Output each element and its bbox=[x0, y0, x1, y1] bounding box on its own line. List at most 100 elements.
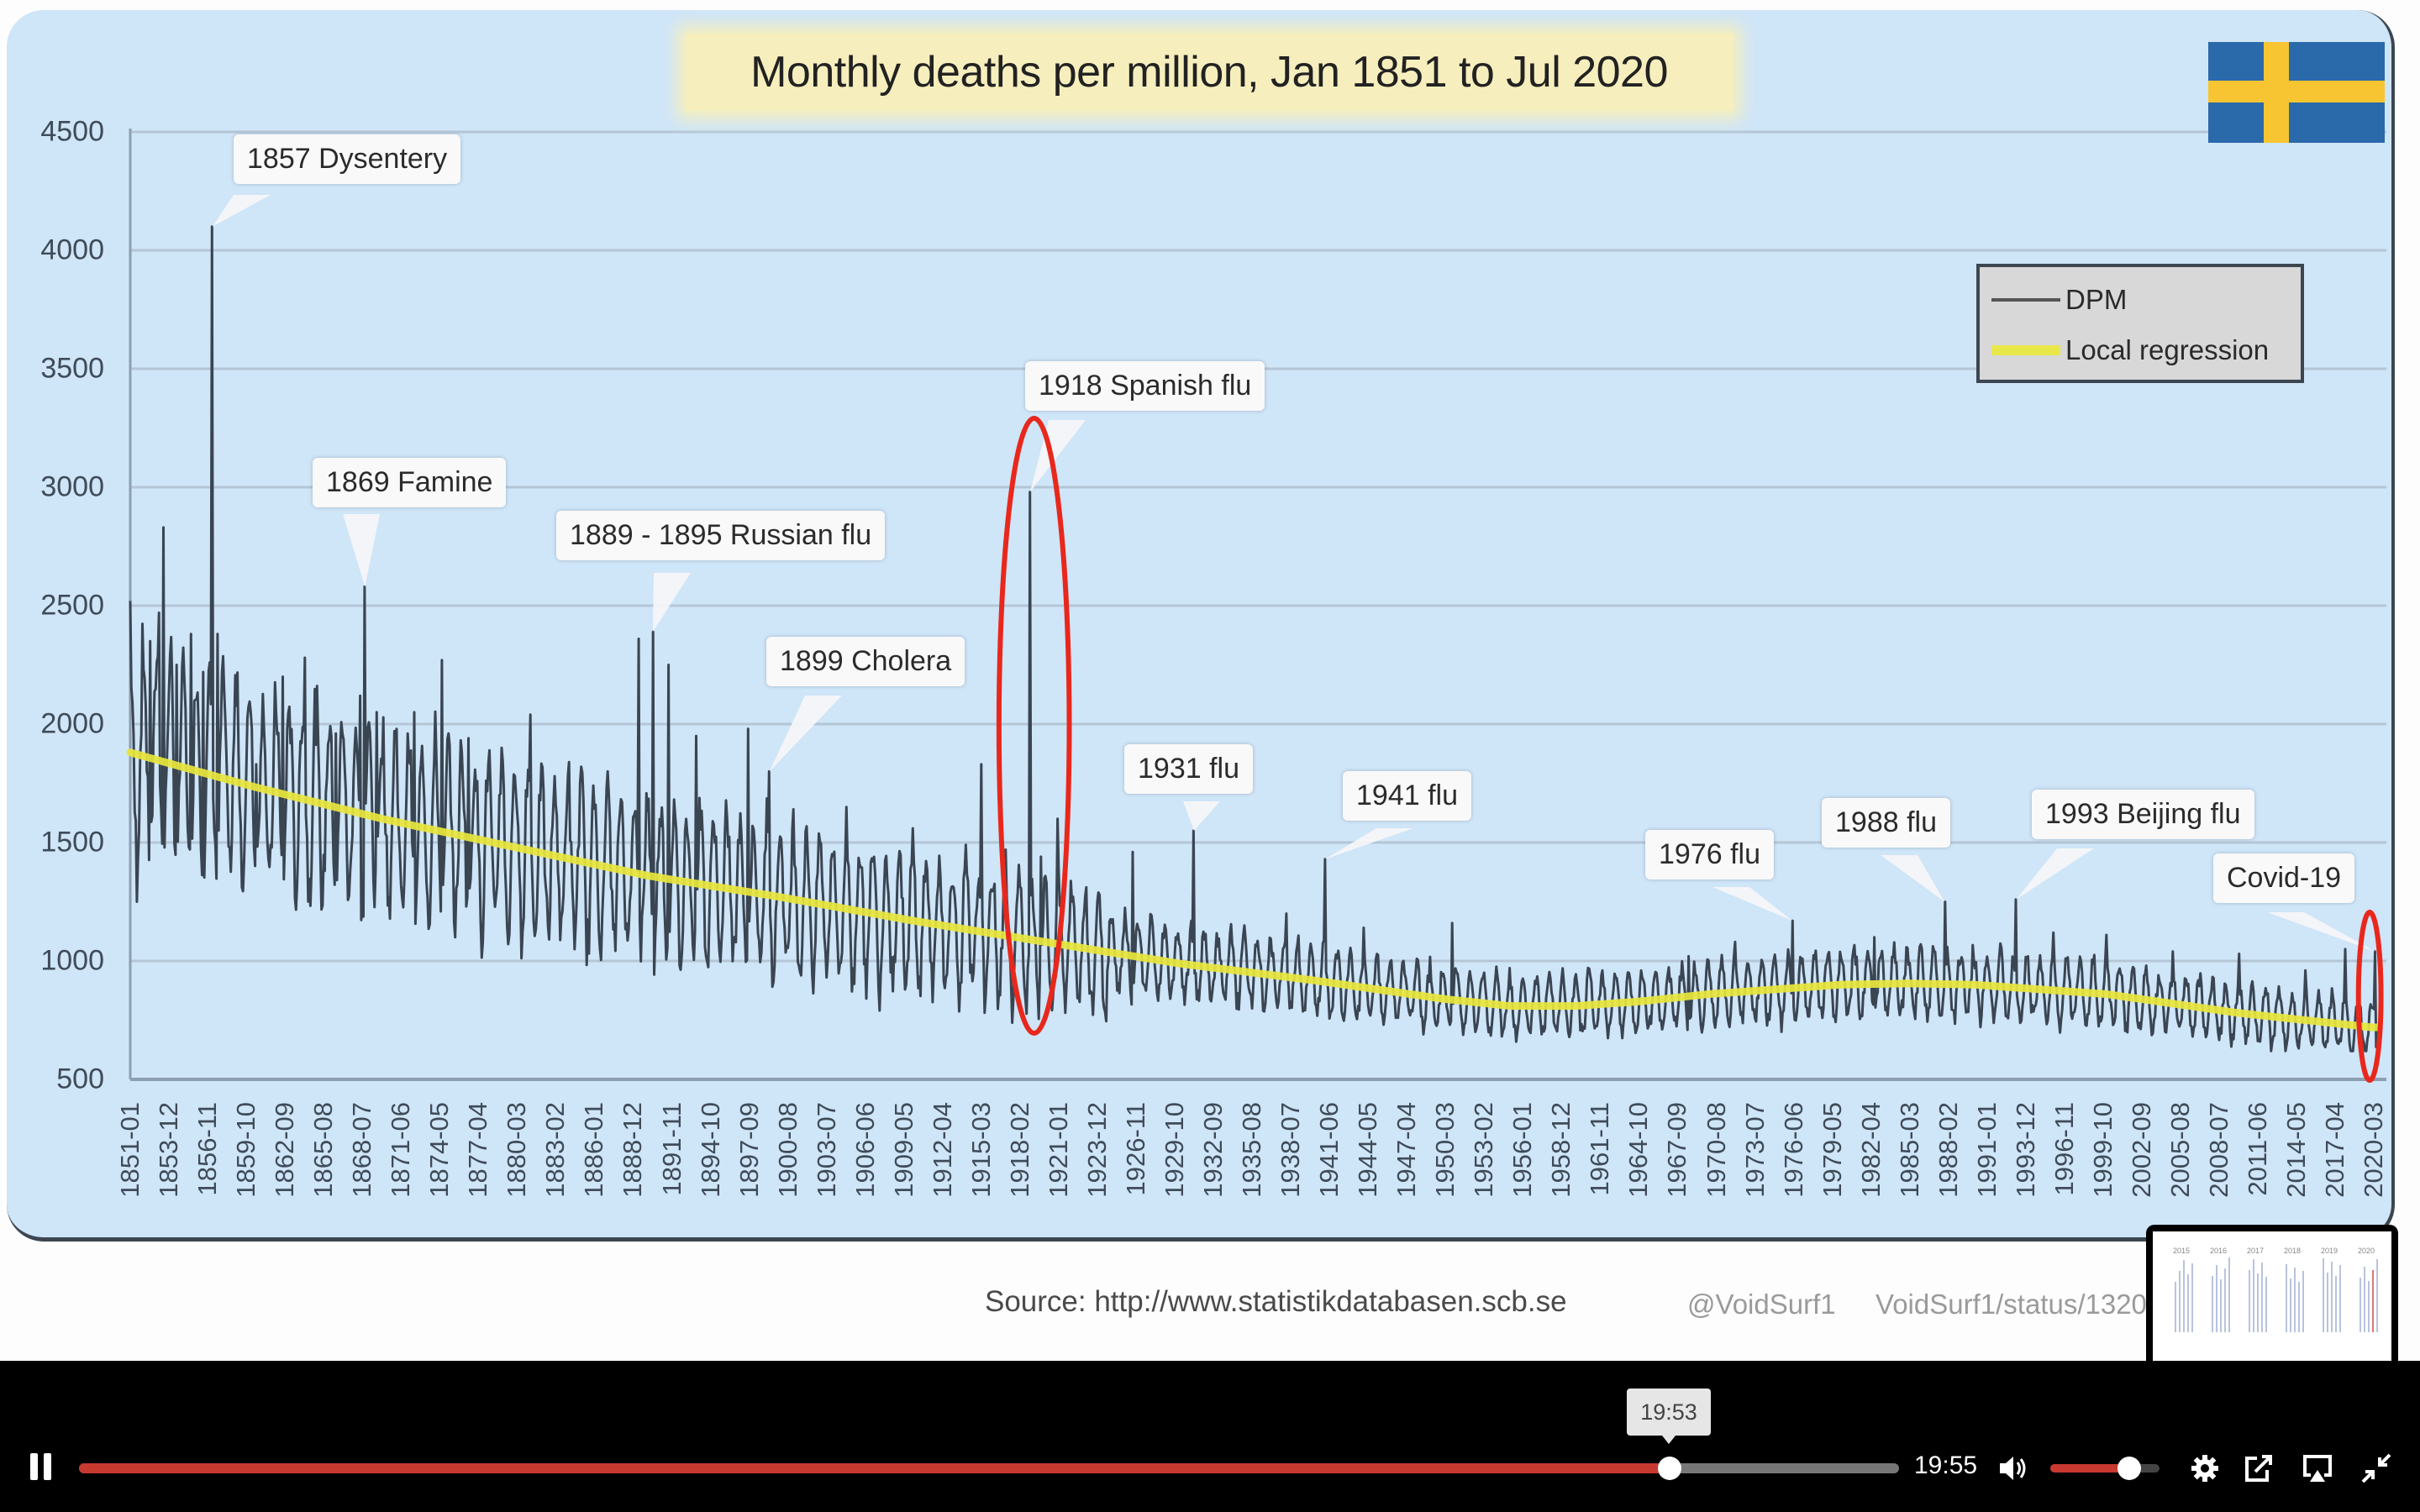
x-tick-label: 1851-01 bbox=[115, 1102, 145, 1198]
y-tick-label: 3000 bbox=[40, 470, 104, 503]
x-tick-label: 1961-11 bbox=[1585, 1102, 1615, 1196]
x-tick-label: 2002-09 bbox=[2126, 1102, 2156, 1198]
chart-canvas bbox=[126, 129, 2386, 1083]
x-tick-label: 1947-04 bbox=[1392, 1102, 1422, 1198]
callout-pointer bbox=[652, 573, 691, 633]
x-tick-label: 1976-06 bbox=[1778, 1102, 1808, 1198]
current-time: 19:55 bbox=[1914, 1452, 1978, 1479]
x-tick-label: 2011-06 bbox=[2243, 1102, 2273, 1196]
x-tick-label: 2005-08 bbox=[2165, 1102, 2195, 1198]
callout-pointer bbox=[1183, 801, 1220, 831]
thumbnail-bar bbox=[2179, 1271, 2181, 1332]
x-tick-label: 1985-03 bbox=[1894, 1102, 1924, 1198]
scrub-preview-thumbnail: 2015 2016 2017 2018 2019 2020 bbox=[2146, 1225, 2398, 1361]
thumbnail-bar bbox=[2331, 1262, 2333, 1332]
callout-1993-beijing-flu: 1993 Beijing flu bbox=[2032, 790, 2254, 839]
x-tick-label: 1880-03 bbox=[502, 1102, 532, 1198]
settings-gear-icon[interactable] bbox=[2188, 1452, 2222, 1485]
legend-swatch-regression bbox=[1991, 345, 2060, 355]
thumbnail-bar bbox=[2261, 1263, 2263, 1332]
x-tick-label: 1979-05 bbox=[1817, 1102, 1847, 1198]
x-tick-label: 1883-02 bbox=[540, 1102, 571, 1198]
x-tick-label: 1918-02 bbox=[1004, 1102, 1034, 1198]
callout-1941-flu: 1941 flu bbox=[1343, 771, 1471, 821]
x-tick-label: 1909-05 bbox=[888, 1102, 918, 1198]
x-tick-label: 1967-09 bbox=[1662, 1102, 1692, 1198]
thumbnail-bar bbox=[2372, 1270, 2374, 1332]
x-tick-label: 1935-08 bbox=[1237, 1102, 1267, 1198]
thumbnail-bar bbox=[2265, 1277, 2267, 1332]
callout-russian-flu: 1889 - 1895 Russian flu bbox=[556, 511, 886, 560]
chart-title: Monthly deaths per million, Jan 1851 to … bbox=[750, 48, 1668, 97]
thumbnail-year-label: 2015 bbox=[2173, 1247, 2191, 1255]
volume-level bbox=[2050, 1464, 2129, 1473]
thumbnail-bar bbox=[2360, 1278, 2361, 1332]
x-tick-label: 2017-04 bbox=[2320, 1102, 2350, 1198]
seek-bar[interactable] bbox=[79, 1463, 1899, 1473]
exit-fullscreen-icon[interactable] bbox=[2360, 1452, 2393, 1485]
thumbnail-year-label: 2019 bbox=[2321, 1247, 2338, 1255]
thumbnail-bar bbox=[2187, 1274, 2189, 1332]
x-tick-label: 1941-06 bbox=[1314, 1102, 1344, 1198]
thumbnail-bar bbox=[2212, 1276, 2213, 1332]
thumbnail-bar bbox=[2228, 1257, 2230, 1332]
x-tick-label: 1921-01 bbox=[1043, 1102, 1073, 1198]
video-frame[interactable]: Monthly deaths per million, Jan 1851 to … bbox=[0, 0, 2420, 1361]
x-tick-label: 1950-03 bbox=[1430, 1102, 1460, 1198]
thumbnail-bar bbox=[2253, 1259, 2254, 1332]
chart-legend: DPM Local regression bbox=[1976, 264, 2304, 383]
thumbnail-bar bbox=[2183, 1260, 2185, 1332]
thumbnail-bar bbox=[2257, 1273, 2259, 1332]
callout-1931-flu: 1931 flu bbox=[1124, 744, 1253, 794]
thumbnail-bar bbox=[2323, 1258, 2324, 1332]
x-tick-label: 1944-05 bbox=[1353, 1102, 1383, 1198]
x-tick-label: 1958-12 bbox=[1546, 1102, 1576, 1198]
callout-pointer bbox=[2267, 912, 2375, 952]
x-tick-label: 1888-12 bbox=[618, 1102, 648, 1198]
thumbnail-bar bbox=[2224, 1268, 2226, 1332]
callout-1899-cholera: 1899 Cholera bbox=[766, 637, 965, 686]
highlight-ellipses bbox=[996, 416, 2384, 1083]
thumbnail-bar bbox=[2335, 1276, 2337, 1332]
y-tick-label: 1500 bbox=[40, 826, 104, 858]
x-tick-label: 2008-07 bbox=[2204, 1102, 2233, 1198]
x-tick-label: 1932-09 bbox=[1198, 1102, 1228, 1198]
highlight-ellipse bbox=[996, 416, 1072, 1036]
highlight-ellipse bbox=[2355, 910, 2384, 1083]
x-tick-label: 1877-04 bbox=[463, 1102, 493, 1198]
regression-line bbox=[126, 748, 2382, 1032]
seek-handle[interactable] bbox=[1658, 1457, 1682, 1480]
callout-1869-famine: 1869 Famine bbox=[313, 458, 507, 507]
y-tick-label: 3500 bbox=[40, 352, 104, 385]
callout-pointer bbox=[769, 696, 842, 772]
airplay-icon[interactable] bbox=[2301, 1452, 2334, 1485]
x-tick-label: 1886-01 bbox=[579, 1102, 609, 1198]
volume-slider[interactable] bbox=[2050, 1464, 2160, 1473]
x-tick-label: 1868-07 bbox=[347, 1102, 377, 1198]
volume-icon[interactable] bbox=[1996, 1452, 2030, 1485]
callout-pointer bbox=[212, 195, 271, 227]
callout-1988-flu: 1988 flu bbox=[1822, 798, 1950, 848]
x-tick-label: 1859-10 bbox=[231, 1102, 261, 1198]
video-controls: 19:53 19:55 bbox=[0, 1361, 2420, 1512]
x-tick-label: 1964-10 bbox=[1623, 1102, 1654, 1198]
pause-icon bbox=[44, 1453, 51, 1480]
x-tick-label: 1874-05 bbox=[424, 1102, 455, 1198]
x-tick-label: 1894-10 bbox=[695, 1102, 725, 1198]
legend-swatch-dpm bbox=[1991, 298, 2060, 302]
thumbnail-bar bbox=[2368, 1281, 2370, 1332]
x-tick-label: 1871-06 bbox=[386, 1102, 416, 1198]
thumbnail-year-label: 2016 bbox=[2210, 1247, 2228, 1255]
x-tick-label: 1996-11 bbox=[2049, 1102, 2079, 1196]
legend-item-regression: Local regression bbox=[1991, 334, 2269, 366]
x-tick-label: 1991-01 bbox=[1971, 1102, 2002, 1198]
x-tick-label: 1956-01 bbox=[1507, 1102, 1538, 1198]
volume-handle[interactable] bbox=[2117, 1457, 2141, 1480]
x-tick-label: 1970-08 bbox=[1701, 1102, 1731, 1198]
thumbnail-bar bbox=[2294, 1268, 2296, 1332]
thumbnail-year-label: 2018 bbox=[2284, 1247, 2302, 1255]
popout-icon[interactable] bbox=[2242, 1452, 2275, 1485]
y-tick-label: 500 bbox=[56, 1063, 104, 1095]
x-tick-label: 1973-07 bbox=[1739, 1102, 1770, 1198]
pause-button[interactable] bbox=[30, 1453, 52, 1480]
